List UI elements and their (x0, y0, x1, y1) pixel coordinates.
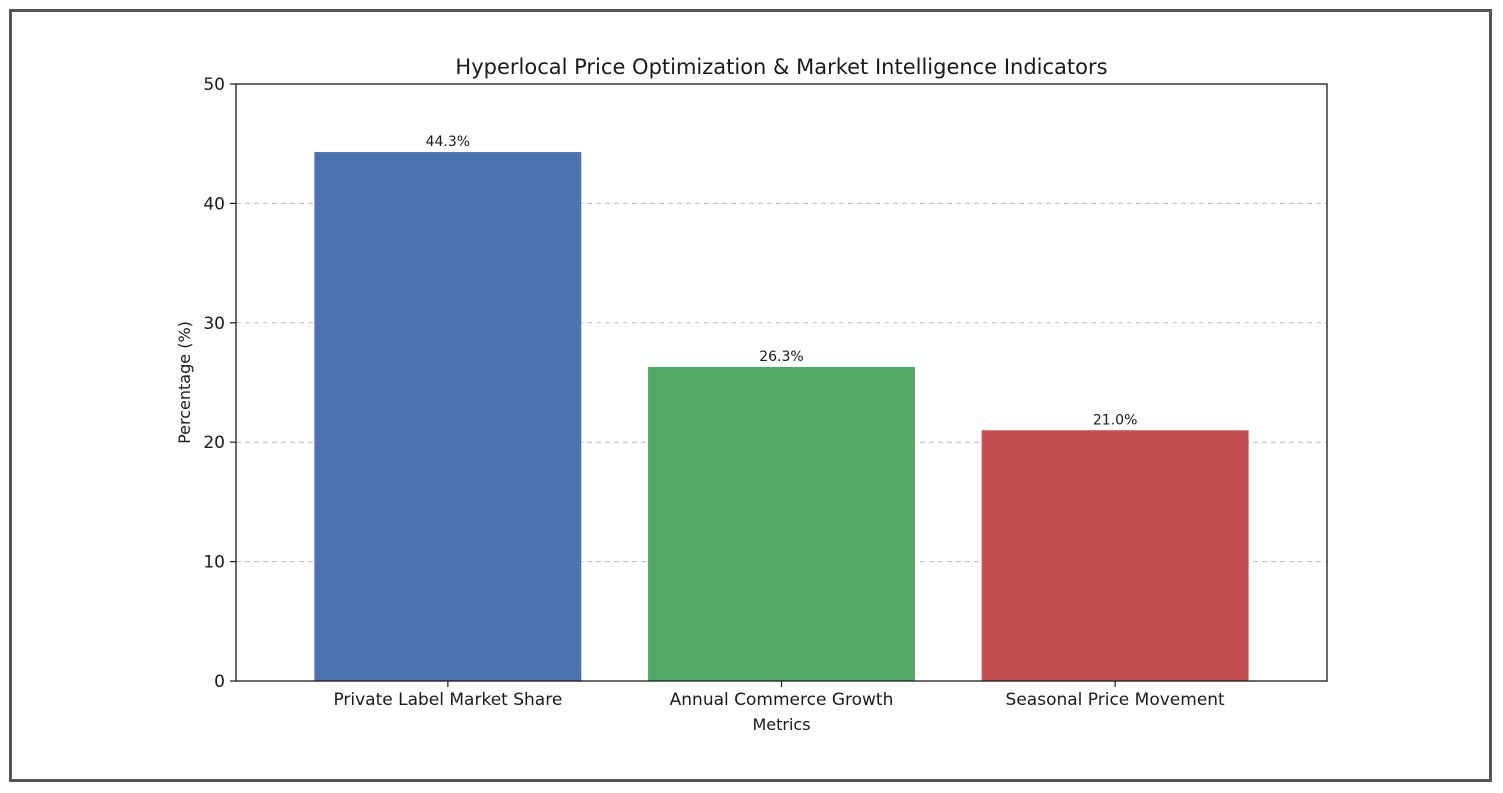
x-tick-label: Annual Commerce Growth (670, 690, 894, 710)
bar (648, 366, 915, 681)
x-axis-label: Metrics (752, 715, 810, 734)
y-tick-label: 40 (203, 194, 225, 214)
bar-value-label: 21.0% (1093, 412, 1137, 428)
y-tick-label: 10 (203, 553, 225, 573)
y-tick-label: 50 (203, 75, 225, 95)
bar (981, 430, 1249, 681)
bars: 44.3% 26.3% 21.0% (314, 134, 1249, 682)
bar (314, 152, 582, 682)
y-tick-label: 0 (214, 672, 225, 692)
x-tick-label: Seasonal Price Movement (1006, 690, 1226, 710)
bar-value-label: 44.3% (426, 134, 470, 150)
x-axis-ticks: Private Label Market Share Annual Commerc… (333, 681, 1225, 710)
y-tick-label: 20 (203, 433, 225, 453)
bar-value-label: 26.3% (759, 349, 803, 365)
y-tick-label: 30 (203, 314, 225, 334)
y-axis-ticks: 0 10 20 30 40 50 (203, 75, 236, 692)
chart-title: Hyperlocal Price Optimization & Market I… (455, 55, 1107, 79)
y-axis-label: Percentage (%) (175, 321, 194, 444)
x-tick-label: Private Label Market Share (333, 690, 562, 710)
